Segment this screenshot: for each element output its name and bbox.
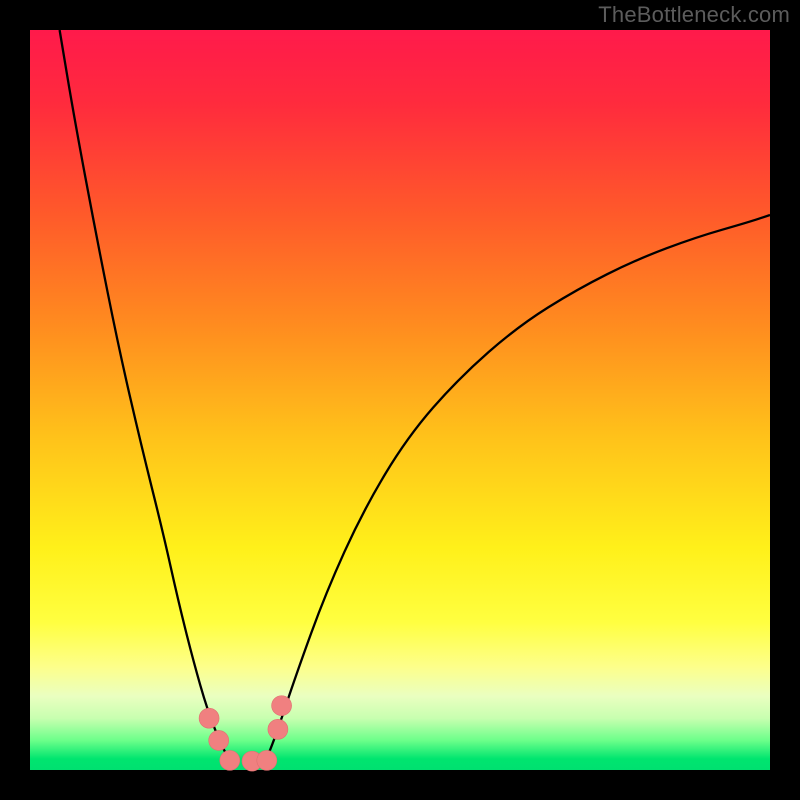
plot-gradient-background	[30, 30, 770, 770]
bottleneck-marker	[268, 719, 288, 739]
bottleneck-marker	[272, 696, 292, 716]
bottleneck-marker	[209, 730, 229, 750]
bottleneck-chart	[0, 0, 800, 800]
watermark-text: TheBottleneck.com	[598, 2, 790, 28]
bottleneck-marker	[199, 708, 219, 728]
bottleneck-marker	[257, 750, 277, 770]
bottleneck-marker	[220, 750, 240, 770]
